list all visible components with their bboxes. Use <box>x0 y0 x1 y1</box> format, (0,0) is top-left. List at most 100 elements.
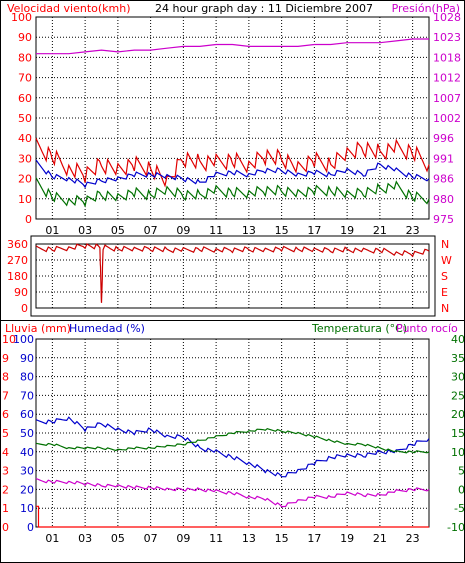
pressure-tick-label: 1028 <box>433 11 461 24</box>
wind-tick-label: 20 <box>18 173 32 186</box>
wind-tick-label: 100 <box>11 11 32 24</box>
x-tick-label: 07 <box>144 224 158 237</box>
panel-direction-outer <box>30 235 436 317</box>
x-tick-label: 01 <box>45 224 59 237</box>
pressure-tick-label: 1002 <box>433 112 461 125</box>
temperature-tick-label: 35 <box>451 352 464 365</box>
wind-direction-line <box>35 243 430 303</box>
humidity-line <box>35 416 430 478</box>
rain-tick-label: 10 <box>2 333 16 346</box>
x-tick-label: 05 <box>111 224 125 237</box>
wind-tick-label: 10 <box>18 193 32 206</box>
temperature-tick-label: -10 <box>447 521 464 534</box>
pressure-tick-label: 986 <box>433 173 454 186</box>
rain-tick-label: 9 <box>2 352 9 365</box>
x-tick-label: 17 <box>307 224 321 237</box>
rain-line <box>36 505 429 528</box>
pressure-tick-label: 1018 <box>433 51 461 64</box>
x-tick-label: 15 <box>275 532 289 545</box>
humidity-tick-label: 30 <box>20 465 34 478</box>
wind-tick-label: 90 <box>18 31 32 44</box>
x-tick-label: 23 <box>406 224 420 237</box>
humidity-tick-label: 20 <box>20 483 34 496</box>
temperature-tick-label: 10 <box>451 446 464 459</box>
x-tick-label: 11 <box>209 532 223 545</box>
pressure-tick-label: 975 <box>433 213 454 226</box>
wind-tick-label: 30 <box>18 152 32 165</box>
temperature-tick-label: 5 <box>458 465 464 478</box>
direction-tick-label: 270 <box>7 254 28 267</box>
humidity-tick-label: 80 <box>20 371 34 384</box>
x-tick-label: 05 <box>111 532 125 545</box>
x-tick-label: 19 <box>340 224 354 237</box>
wind-tick-label: 0 <box>25 213 32 226</box>
pressure-tick-label: 996 <box>433 132 454 145</box>
temperature-tick-label: 20 <box>451 408 464 421</box>
temperature-tick-label: 30 <box>451 371 464 384</box>
dewpoint-line <box>35 477 430 508</box>
wind-avg-line <box>35 159 430 189</box>
wind-min-line <box>35 177 430 208</box>
x-tick-label: 17 <box>307 532 321 545</box>
x-tick-label: 21 <box>373 532 387 545</box>
direction-tick-label: 90 <box>14 286 28 299</box>
x-tick-label: 21 <box>373 224 387 237</box>
x-tick-label: 01 <box>45 532 59 545</box>
direction-tick-label: 0 <box>21 302 28 315</box>
x-tick-label: 09 <box>176 224 190 237</box>
rain-tick-label: 5 <box>2 427 9 440</box>
wind-tick-label: 70 <box>18 72 32 85</box>
temperature-tick-label: 0 <box>458 483 464 496</box>
panel-wind-frame <box>35 16 430 220</box>
humidity-tick-label: 70 <box>20 389 34 402</box>
direction-tick-label: 180 <box>7 270 28 283</box>
x-tick-label: 15 <box>275 224 289 237</box>
x-tick-label: 09 <box>176 532 190 545</box>
wind-gust-line <box>35 138 430 188</box>
rain-tick-label: 1 <box>2 502 9 515</box>
pressure-tick-label: 980 <box>433 193 454 206</box>
temperature-tick-label: 25 <box>451 389 464 402</box>
compass-label: E <box>441 286 448 299</box>
rain-tick-label: 7 <box>2 389 9 402</box>
x-tick-label: 19 <box>340 532 354 545</box>
pressure-line <box>36 38 429 55</box>
separator-line <box>1 320 464 321</box>
direction-tick-label: 360 <box>7 238 28 251</box>
x-tick-label: 07 <box>144 532 158 545</box>
x-tick-label: 03 <box>78 224 92 237</box>
rain-axis-title: Lluvia (mm) <box>5 322 71 335</box>
x-tick-label: 11 <box>209 224 223 237</box>
compass-label: S <box>441 270 448 283</box>
x-tick-label: 13 <box>242 224 256 237</box>
x-tick-label: 13 <box>242 532 256 545</box>
humidity-tick-label: 50 <box>20 427 34 440</box>
x-tick-label: 03 <box>78 532 92 545</box>
pressure-axis-title: Presión(hPa) <box>392 2 460 15</box>
wind-tick-label: 60 <box>18 92 32 105</box>
wind-tick-label: 40 <box>18 132 32 145</box>
rain-tick-label: 8 <box>2 371 9 384</box>
wind-axis-title: Velocidad viento(kmh) <box>7 2 131 15</box>
dewpoint-axis-title: Punto rocío <box>396 322 458 335</box>
humidity-tick-label: 0 <box>27 521 34 534</box>
wind-tick-label: 50 <box>18 112 32 125</box>
compass-label: N <box>441 238 449 251</box>
pressure-tick-label: 1012 <box>433 72 461 85</box>
panel-direction-frame <box>35 243 430 309</box>
pressure-tick-label: 1023 <box>433 31 461 44</box>
wind-tick-label: 80 <box>18 51 32 64</box>
pressure-tick-label: 991 <box>433 152 454 165</box>
humidity-tick-label: 100 <box>13 333 34 346</box>
rain-tick-label: 0 <box>2 521 9 534</box>
compass-label: W <box>441 254 452 267</box>
rain-tick-label: 3 <box>2 465 9 478</box>
pressure-tick-label: 1007 <box>433 92 461 105</box>
compass-label: N <box>441 302 449 315</box>
temperature-tick-label: 15 <box>451 427 464 440</box>
temperature-axis-title: Temperatura (°C) <box>311 322 407 335</box>
rain-tick-label: 2 <box>2 483 9 496</box>
x-tick-label: 23 <box>406 532 420 545</box>
